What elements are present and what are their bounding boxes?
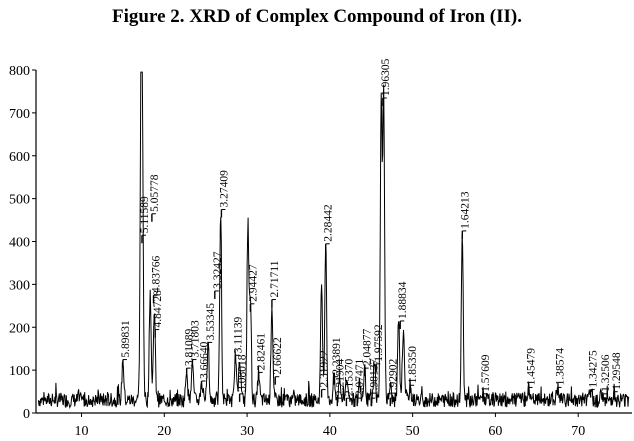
peak-d-spacing-label: 2.71711 [269,260,281,297]
peak-d-spacing-label: 1.98137 [368,359,380,397]
peak-d-spacing-label: 1.38574 [555,348,567,386]
peak-d-spacing-label: 3.66640 [199,341,211,379]
peak-d-spacing-label: 2.21904 [334,358,346,396]
axes: 0 100 200 300 400 500 600 700 800 10 20 30 40 50 60 70 [9,64,632,439]
peak-d-spacing-label: 4.83766 [151,256,163,294]
peak-d-spacing-label: 5.11589 [139,196,151,233]
y-tick-label: 700 [9,107,30,122]
peak-d-spacing-label: 5.89831 [120,320,132,358]
peak-d-spacing-label: 3.08018 [237,354,249,392]
peak-d-spacing-label: 3.27409 [218,170,230,208]
peak-d-spacing-label: 2.66622 [272,337,284,375]
xrd-trace [38,71,630,410]
peak-d-spacing-label: 2.28442 [323,204,335,242]
peak-d-spacing-label: 1.64213 [459,191,471,229]
x-tick-label: 10 [75,424,89,439]
x-tick-label: 60 [488,424,502,439]
peak-d-spacing-label: 1.34275 [588,350,600,388]
y-tick-label: 200 [9,321,30,336]
peak-d-spacing-label: 3.32427 [212,251,224,289]
peak-d-spacing-label: 2.15370 [343,358,355,396]
peak-d-spacing-label: 1.85350 [407,346,419,384]
x-tick-label: 70 [571,424,585,439]
peak-d-spacing-label: 1.92902 [387,358,399,396]
peak-d-spacing-label: 1.88834 [397,281,409,319]
y-tick-label: 800 [9,64,30,79]
y-tick-label: 500 [9,193,30,208]
y-tick-label: 300 [9,278,30,293]
peak-d-spacing-label: 3.81089 [184,329,196,367]
peak-d-spacing-label: 3.53345 [205,303,217,341]
peak-d-spacing-label: 1.96305 [380,58,392,96]
y-tick-label: 100 [9,364,30,379]
peak-d-spacing-label: 2.82461 [256,333,268,371]
peak-d-spacing-label: 2.07471 [354,358,366,396]
y-tick-label: 0 [23,407,30,422]
peak-d-spacing-label: 1.57609 [480,354,492,392]
y-tick-label: 600 [9,150,30,165]
figure-title: Figure 2. XRD of Complex Compound of Iro… [112,6,522,27]
peak-d-spacing-label: 2.23891 [331,337,343,375]
x-tick-label: 30 [240,424,254,439]
peak-d-spacing-label: 1.45479 [526,348,538,386]
peak-d-spacing-label: 2.94427 [247,264,259,302]
peak-d-spacing-label: 4.84728 [152,290,164,328]
trace-group [38,71,630,410]
peak-d-spacing-label: 1.97592 [373,324,385,362]
x-tick-label: 40 [323,424,337,439]
peak-d-spacing-label: 5.05778 [149,174,161,212]
x-tick-label: 50 [406,424,420,439]
x-tick-label: 20 [157,424,171,439]
y-tick-label: 400 [9,236,30,251]
peak-d-spacing-label: 3.11139 [232,317,244,354]
peak-d-spacing-label: 2.31922 [319,350,331,388]
peak-d-spacing-label: 1.29548 [611,352,623,390]
peak-d-spacing-label: 3.71803 [189,320,201,358]
peak-d-spacing-label: 1.32506 [600,354,612,392]
peak-d-spacing-label: 2.04877 [362,328,374,366]
